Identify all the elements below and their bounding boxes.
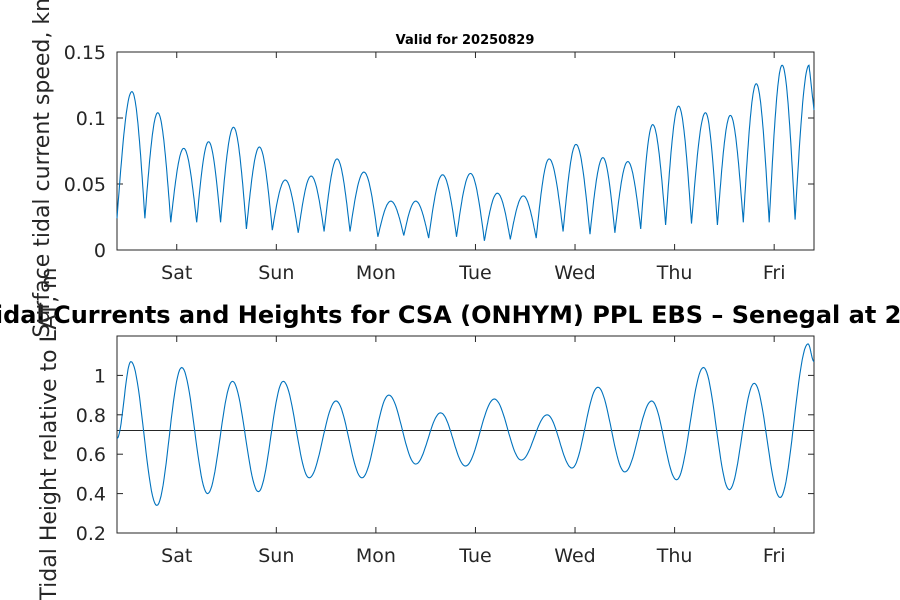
current-speed-axes-box <box>116 51 815 251</box>
tidal-height-series-line <box>116 343 815 507</box>
tidal-height-x-tick-label: Sun <box>258 545 294 567</box>
tidal-height-x-tick-label: Wed <box>554 545 595 567</box>
current-speed-y-tick-label: 0.1 <box>76 108 106 130</box>
current-speed-series-line <box>116 64 815 241</box>
current-speed-x-tick-label: Tue <box>458 262 491 284</box>
tidal-height-x-tick-label: Fri <box>763 545 786 567</box>
main-figure-title: Tidal Currents and Heights for CSA (ONHY… <box>0 301 900 329</box>
tidal-height-x-tick-label: Tue <box>458 545 491 567</box>
current-speed-y-ticks: 0 0.05 0.1 0.15 <box>64 42 814 262</box>
tidal-height-y-ticks: 0.2 0.4 0.6 0.8 1 <box>76 365 814 545</box>
tidal-height-x-ticks: Sat Sun Mon Tue Wed Thu Fri <box>161 336 785 567</box>
current-speed-plot: 0 0.05 0.1 0.15 Sat Sun Mon Tue Wed Thu Fri Valid… <box>64 33 815 284</box>
tidal-height-x-tick-label: Thu <box>656 545 693 567</box>
current-speed-y-tick-label: 0 <box>94 240 106 262</box>
current-speed-x-tick-label: Sun <box>258 262 294 284</box>
current-speed-y-tick-label: 0.05 <box>64 174 106 196</box>
current-speed-y-tick-label: 0.15 <box>64 42 106 64</box>
current-speed-x-tick-label: Fri <box>763 262 786 284</box>
tidal-height-y-tick-label: 0.8 <box>76 405 106 427</box>
current-speed-x-tick-label: Thu <box>656 262 693 284</box>
tidal-height-plot: 0.2 0.4 0.6 0.8 1 Sat Sun Mon Tue Wed Thu Fri <box>76 335 815 567</box>
tidal-height-x-tick-label: Mon <box>356 545 396 567</box>
tidal-height-y-tick-label: 0.2 <box>76 523 106 545</box>
tidal-height-axes-box <box>116 335 815 534</box>
tidal-height-x-tick-label: Sat <box>161 545 192 567</box>
tidal-height-y-tick-label: 0.6 <box>76 444 106 466</box>
current-speed-title: Valid for 20250829 <box>396 33 535 48</box>
current-speed-y-axis-label: Surface tidal current speed, knots <box>30 0 55 338</box>
current-speed-x-tick-label: Sat <box>161 262 192 284</box>
current-speed-x-tick-label: Wed <box>554 262 595 284</box>
tidal-height-y-tick-label: 1 <box>94 365 106 387</box>
current-speed-x-ticks: Sat Sun Mon Tue Wed Thu Fri <box>161 52 785 284</box>
current-speed-x-tick-label: Mon <box>356 262 396 284</box>
tidal-height-y-tick-label: 0.4 <box>76 484 106 506</box>
tidal-height-y-axis-label: Tidal Height relative to LAT, m <box>37 267 62 600</box>
